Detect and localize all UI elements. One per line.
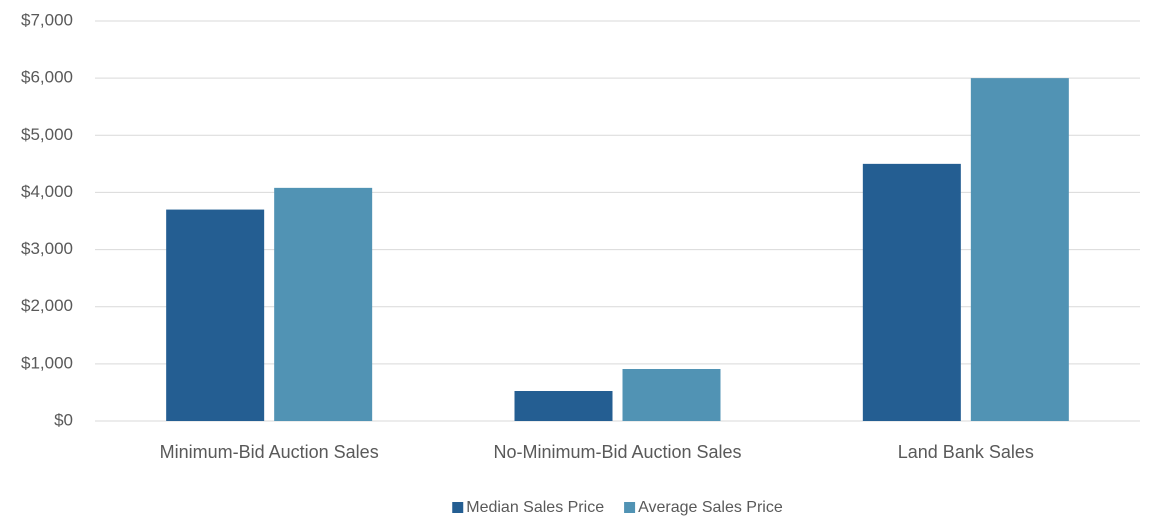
x-tick-label: Land Bank Sales — [898, 442, 1034, 462]
bar — [862, 163, 961, 421]
y-tick-label: $2,000 — [21, 296, 73, 315]
x-tick-label: No-Minimum-Bid Auction Sales — [493, 442, 741, 462]
y-tick-label: $6,000 — [21, 68, 73, 87]
bar — [622, 369, 721, 421]
legend-label: Median Sales Price — [466, 499, 604, 516]
bar — [514, 391, 613, 421]
legend-swatch — [624, 502, 636, 513]
y-tick-label: $5,000 — [21, 125, 73, 144]
bar — [970, 78, 1069, 422]
y-tick-label: $4,000 — [21, 182, 73, 201]
y-tick-label: $7,000 — [21, 10, 73, 29]
x-tick-label: Minimum-Bid Auction Sales — [160, 442, 379, 462]
bar — [274, 187, 373, 421]
legend-item: Average Sales Price — [624, 499, 783, 516]
legend-label: Average Sales Price — [638, 499, 783, 516]
bar — [166, 209, 265, 421]
y-tick-label: $0 — [54, 410, 73, 429]
legend-item: Median Sales Price — [452, 499, 604, 516]
legend-swatch — [452, 502, 464, 513]
y-tick-label: $1,000 — [21, 353, 73, 372]
y-tick-label: $3,000 — [21, 239, 73, 258]
